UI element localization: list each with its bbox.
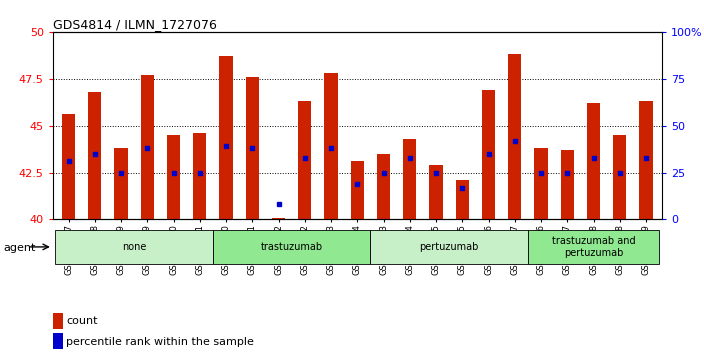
Text: trastuzumab and
pertuzumab: trastuzumab and pertuzumab <box>552 236 635 258</box>
Bar <box>272 218 285 219</box>
Bar <box>167 135 180 219</box>
FancyBboxPatch shape <box>56 230 213 264</box>
Text: count: count <box>66 316 98 326</box>
Bar <box>377 154 390 219</box>
Bar <box>53 333 63 349</box>
Bar <box>639 101 653 219</box>
Text: percentile rank within the sample: percentile rank within the sample <box>66 337 254 347</box>
Bar <box>351 161 364 219</box>
Text: GDS4814 / ILMN_1727076: GDS4814 / ILMN_1727076 <box>53 18 217 31</box>
Bar <box>587 103 600 219</box>
Text: agent: agent <box>4 243 36 253</box>
Bar <box>62 114 75 219</box>
Bar <box>560 150 574 219</box>
Text: pertuzumab: pertuzumab <box>420 242 479 252</box>
Bar <box>246 77 259 219</box>
FancyBboxPatch shape <box>370 230 528 264</box>
Bar <box>613 135 627 219</box>
Bar <box>115 148 127 219</box>
FancyBboxPatch shape <box>528 230 659 264</box>
Bar <box>455 180 469 219</box>
Bar <box>534 148 548 219</box>
Bar <box>403 139 416 219</box>
Bar <box>482 90 495 219</box>
Bar <box>53 313 63 329</box>
Bar <box>298 101 311 219</box>
Bar <box>325 73 338 219</box>
FancyBboxPatch shape <box>213 230 370 264</box>
Bar <box>88 92 101 219</box>
Bar <box>141 75 154 219</box>
Bar <box>193 133 206 219</box>
Bar <box>429 165 443 219</box>
Text: trastuzumab: trastuzumab <box>260 242 322 252</box>
Text: none: none <box>122 242 146 252</box>
Bar <box>220 56 232 219</box>
Bar <box>508 55 522 219</box>
